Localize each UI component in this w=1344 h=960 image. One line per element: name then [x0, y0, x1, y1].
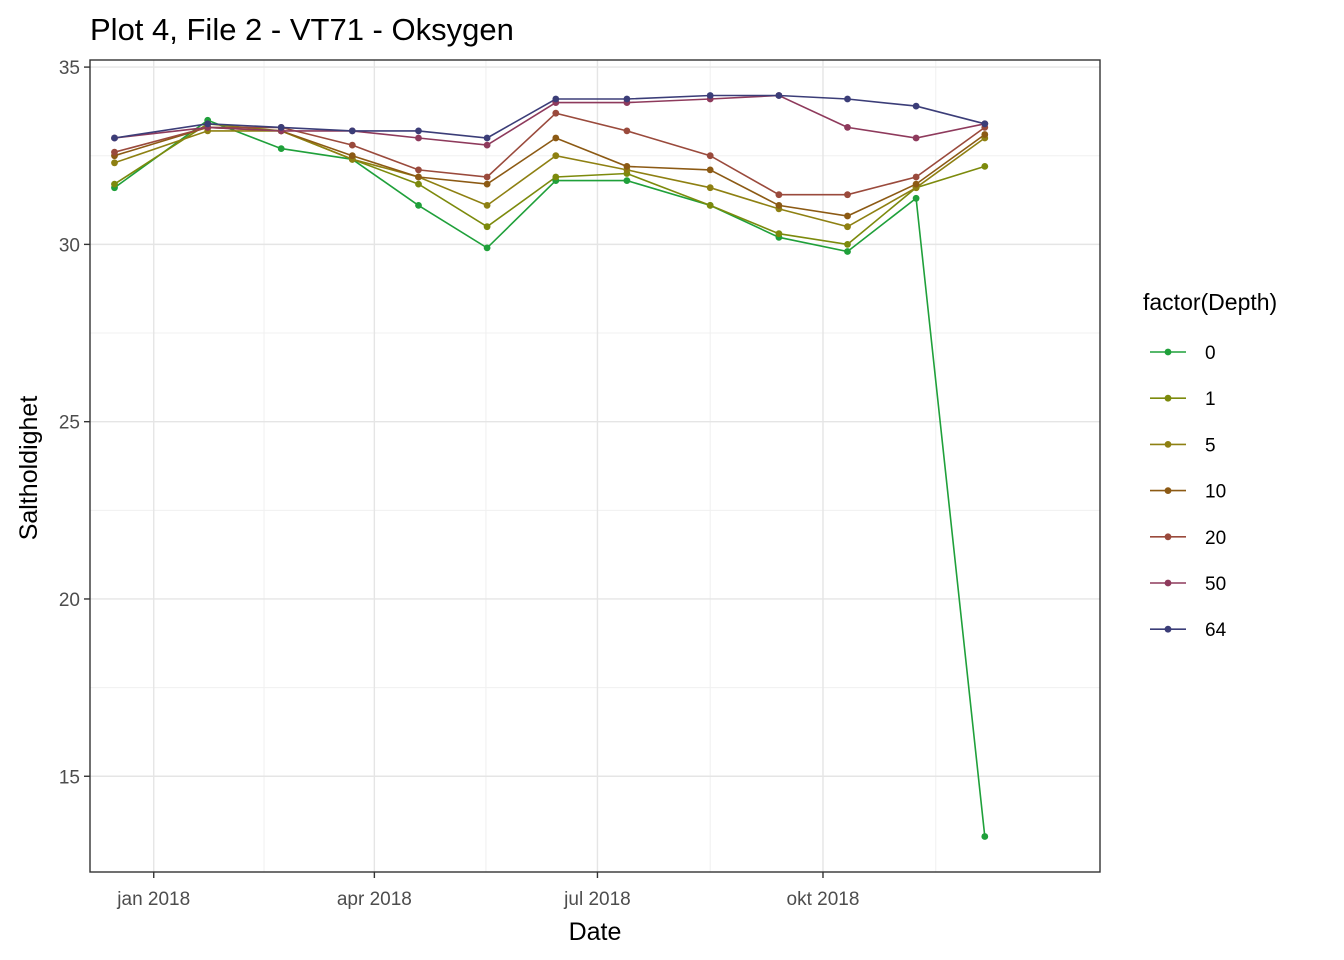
legend-key-point-depth-50 — [1164, 579, 1172, 587]
data-point-depth-10 — [552, 134, 560, 142]
data-point-depth-10 — [844, 212, 851, 220]
data-point-depth-1 — [415, 180, 422, 188]
plot-grid — [90, 60, 1100, 872]
data-point-depth-20 — [348, 141, 356, 149]
data-point-depth-50 — [483, 141, 491, 149]
legend-key-point-depth-64 — [1164, 625, 1172, 633]
data-point-depth-64 — [775, 92, 783, 99]
data-point-depth-20 — [415, 166, 422, 174]
axis-ticks: 15 20 25 30 35 jan 2018 apr 2018 jul 2018 okt 20… — [59, 58, 860, 910]
data-point-depth-1 — [483, 223, 491, 231]
data-point-depth-20 — [623, 127, 631, 135]
data-point-depth-5 — [111, 159, 118, 167]
data-point-depth-10 — [483, 180, 491, 188]
data-point-depth-64 — [552, 95, 560, 103]
y-tick-label: 25 — [59, 413, 80, 434]
legend-label-depth-10: 10 — [1205, 482, 1226, 503]
data-point-depth-10 — [415, 173, 422, 181]
data-point-depth-50 — [844, 124, 851, 131]
data-point-depth-64 — [204, 120, 212, 128]
data-point-depth-1 — [844, 241, 851, 248]
data-point-depth-20 — [775, 191, 783, 199]
chart-title: Plot 4, File 2 - VT71 - Oksygen — [90, 12, 514, 47]
data-point-depth-1 — [111, 180, 118, 188]
y-tick-label: 20 — [59, 590, 80, 611]
data-point-depth-10 — [623, 163, 631, 170]
legend-key-point-depth-20 — [1164, 533, 1172, 541]
data-point-depth-1 — [775, 230, 783, 238]
data-point-depth-0 — [483, 244, 491, 252]
data-point-depth-50 — [415, 134, 422, 142]
y-tick-label: 15 — [59, 767, 80, 788]
data-point-depth-64 — [277, 124, 285, 131]
x-tick-label: okt 2018 — [787, 889, 860, 910]
data-point-depth-0 — [277, 145, 285, 153]
legend-label-depth-1: 1 — [1205, 389, 1216, 410]
x-tick-label: jan 2018 — [116, 889, 190, 910]
data-point-depth-20 — [706, 152, 714, 160]
data-point-depth-64 — [415, 127, 422, 135]
data-point-depth-1 — [981, 163, 989, 170]
data-point-depth-64 — [844, 95, 851, 103]
data-point-depth-10 — [706, 166, 714, 174]
series-points — [111, 92, 989, 840]
data-point-depth-20 — [111, 148, 118, 156]
data-point-depth-1 — [706, 202, 714, 209]
x-tick-label: jul 2018 — [563, 889, 631, 910]
data-point-depth-64 — [111, 134, 118, 142]
data-point-depth-20 — [912, 173, 920, 181]
legend-key-point-depth-0 — [1164, 348, 1172, 356]
y-axis-title: Saltholdighet — [15, 396, 43, 541]
legend-label-depth-50: 50 — [1205, 574, 1226, 595]
data-point-depth-5 — [706, 184, 714, 192]
data-point-depth-5 — [844, 223, 851, 231]
data-point-depth-5 — [552, 152, 560, 160]
data-point-depth-10 — [981, 131, 989, 138]
legend-key-point-depth-10 — [1164, 487, 1172, 494]
data-point-depth-64 — [981, 120, 989, 128]
data-point-depth-64 — [912, 102, 920, 110]
y-tick-label: 30 — [59, 235, 80, 256]
data-point-depth-0 — [912, 194, 920, 202]
data-point-depth-10 — [912, 180, 920, 188]
legend: factor(Depth) 0 1 5 10 20 50 64 — [1143, 289, 1277, 641]
plot-panel-border — [89, 59, 1101, 873]
data-point-depth-5 — [483, 202, 491, 209]
x-tick-label: apr 2018 — [337, 889, 412, 910]
plot-panel — [90, 60, 1100, 872]
data-point-depth-10 — [775, 202, 783, 209]
data-point-depth-64 — [623, 95, 631, 103]
data-point-depth-20 — [844, 191, 851, 199]
x-axis-title: Date — [569, 918, 622, 946]
y-tick-label: 35 — [59, 58, 80, 79]
data-point-depth-64 — [706, 92, 714, 99]
legend-key-point-depth-1 — [1164, 394, 1172, 402]
data-point-depth-0 — [415, 202, 422, 209]
data-point-depth-20 — [483, 173, 491, 181]
data-point-depth-64 — [483, 134, 491, 142]
data-point-depth-50 — [912, 134, 920, 142]
legend-label-depth-64: 64 — [1205, 620, 1227, 641]
data-point-depth-20 — [552, 109, 560, 117]
data-point-depth-0 — [844, 248, 851, 255]
data-point-depth-1 — [552, 173, 560, 181]
data-point-depth-0 — [623, 177, 631, 185]
legend-title: factor(Depth) — [1143, 289, 1277, 315]
legend-label-depth-0: 0 — [1205, 343, 1216, 364]
legend-key-point-depth-5 — [1164, 441, 1172, 448]
data-point-depth-64 — [348, 127, 356, 135]
data-point-depth-0 — [981, 833, 989, 840]
data-point-depth-10 — [348, 152, 356, 160]
legend-label-depth-20: 20 — [1205, 528, 1226, 549]
legend-label-depth-5: 5 — [1205, 435, 1216, 456]
